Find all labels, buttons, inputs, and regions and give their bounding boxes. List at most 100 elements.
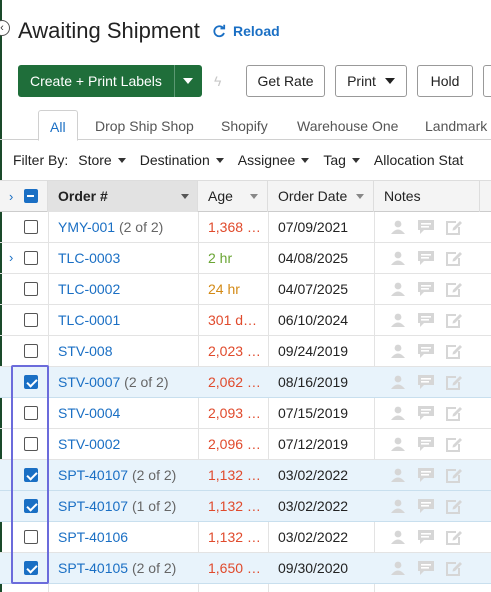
order-number-cell[interactable]: SPT-40106 (58, 522, 194, 552)
comment-icon[interactable] (417, 405, 435, 421)
comment-icon[interactable] (417, 560, 435, 576)
edit-note-icon[interactable] (445, 374, 463, 390)
column-notes[interactable]: Notes (374, 181, 480, 212)
expand-all-icon[interactable]: › (9, 189, 14, 204)
comment-icon[interactable] (417, 467, 435, 483)
order-number-cell[interactable]: TLC-0002 (58, 274, 194, 304)
row-checkbox[interactable] (24, 437, 38, 451)
edit-note-icon[interactable] (445, 529, 463, 545)
row-checkbox[interactable] (24, 282, 38, 296)
reload-button[interactable]: Reload (212, 23, 280, 39)
order-number-link[interactable]: STV-0002 (58, 436, 121, 452)
more-actions-button[interactable] (483, 65, 491, 97)
order-number-cell[interactable]: STV-008 (58, 336, 194, 366)
column-order-number[interactable]: Order # (48, 181, 198, 212)
comment-icon[interactable] (417, 529, 435, 545)
row-checkbox[interactable] (24, 313, 38, 327)
column-age[interactable]: Age (198, 181, 268, 212)
person-note-icon[interactable] (389, 467, 407, 483)
comment-icon[interactable] (417, 498, 435, 514)
column-order-date[interactable]: Order Date (268, 181, 374, 212)
order-number-link[interactable]: TLC-0001 (58, 312, 121, 328)
filter-assignee[interactable]: Assignee (238, 152, 310, 168)
table-row[interactable]: STV-008 2,023 … 09/24/2019 (0, 336, 491, 367)
filter-destination[interactable]: Destination (140, 152, 224, 168)
edit-note-icon[interactable] (445, 560, 463, 576)
comment-icon[interactable] (417, 374, 435, 390)
edit-note-icon[interactable] (445, 436, 463, 452)
edit-note-icon[interactable] (445, 343, 463, 359)
table-row[interactable]: TLC-0002 24 hr 04/07/2025 (0, 274, 491, 305)
edit-note-icon[interactable] (445, 250, 463, 266)
edit-note-icon[interactable] (445, 312, 463, 328)
comment-icon[interactable] (417, 219, 435, 235)
person-note-icon[interactable] (389, 343, 407, 359)
order-number-cell[interactable]: STV-0004 (58, 398, 194, 428)
order-number-cell[interactable]: TLC-0001 (58, 305, 194, 335)
person-note-icon[interactable] (389, 498, 407, 514)
order-number-cell[interactable]: SPT-40105 (2 of 2) (58, 553, 194, 583)
create-print-labels-button[interactable]: Create + Print Labels (18, 65, 174, 97)
order-number-link[interactable]: STV-0004 (58, 405, 121, 421)
row-checkbox[interactable] (24, 530, 38, 544)
comment-icon[interactable] (417, 250, 435, 266)
person-note-icon[interactable] (389, 560, 407, 576)
order-number-link[interactable]: SPT-40107 (58, 498, 129, 514)
row-checkbox[interactable] (24, 251, 38, 265)
comment-icon[interactable] (417, 436, 435, 452)
person-note-icon[interactable] (389, 219, 407, 235)
row-checkbox[interactable] (24, 375, 38, 389)
edit-note-icon[interactable] (445, 467, 463, 483)
person-note-icon[interactable] (389, 405, 407, 421)
order-number-link[interactable]: SPT-40106 (58, 529, 129, 545)
table-row[interactable]: SPT-40106 1,132 … 03/02/2022 (0, 522, 491, 553)
filter-store[interactable]: Store (78, 152, 126, 168)
order-number-cell[interactable]: YMY-001 (2 of 2) (58, 212, 194, 242)
row-checkbox[interactable] (24, 344, 38, 358)
person-note-icon[interactable] (389, 281, 407, 297)
tab-warehouse-one[interactable]: Warehouse One (297, 118, 399, 134)
person-note-icon[interactable] (389, 374, 407, 390)
comment-icon[interactable] (417, 312, 435, 328)
tab-all[interactable]: All (38, 110, 78, 141)
create-labels-dropdown-button[interactable] (173, 65, 202, 97)
print-button[interactable]: Print (335, 65, 407, 97)
table-row[interactable]: STV-0002 2,096 … 07/12/2019 (0, 429, 491, 460)
person-note-icon[interactable] (389, 250, 407, 266)
table-row[interactable]: SPT-40107 (2 of 2) 1,132 … 03/02/2022 (0, 460, 491, 491)
edit-note-icon[interactable] (445, 281, 463, 297)
filter-allocation-status[interactable]: Allocation Stat (374, 152, 464, 168)
table-row[interactable]: › TLC-0003 2 hr 04/08/2025 (0, 243, 491, 274)
order-number-link[interactable]: SPT-40107 (58, 467, 129, 483)
order-number-link[interactable]: YMY-001 (58, 219, 116, 235)
select-all-checkbox[interactable] (24, 189, 38, 203)
table-row[interactable]: STV-0007 (2 of 2) 2,062 … 08/16/2019 (0, 367, 491, 398)
row-checkbox[interactable] (24, 561, 38, 575)
edit-note-icon[interactable] (445, 405, 463, 421)
person-note-icon[interactable] (389, 312, 407, 328)
filter-tag[interactable]: Tag (323, 152, 360, 168)
order-number-link[interactable]: TLC-0002 (58, 281, 121, 297)
person-note-icon[interactable] (389, 529, 407, 545)
tab-drop-ship-shop[interactable]: Drop Ship Shop (95, 118, 194, 134)
row-checkbox[interactable] (24, 499, 38, 513)
order-number-link[interactable]: STV-0007 (58, 374, 121, 390)
order-number-link[interactable]: STV-008 (58, 343, 113, 359)
hold-button[interactable]: Hold (417, 65, 473, 97)
edit-note-icon[interactable] (445, 219, 463, 235)
row-checkbox[interactable] (24, 406, 38, 420)
table-row[interactable]: TLC-0001 301 d… 06/10/2024 (0, 305, 491, 336)
comment-icon[interactable] (417, 281, 435, 297)
edit-note-icon[interactable] (445, 498, 463, 514)
tab-shopify[interactable]: Shopify (221, 118, 268, 134)
tab-landmark[interactable]: Landmark (425, 118, 488, 134)
table-row[interactable]: SPT-40107 (1 of 2) 1,132 … 03/02/2022 (0, 491, 491, 522)
row-checkbox[interactable] (24, 220, 38, 234)
order-number-link[interactable]: TLC-0003 (58, 250, 121, 266)
table-row[interactable]: STV-0004 2,093 … 07/15/2019 (0, 398, 491, 429)
expand-row-icon[interactable]: › (9, 250, 14, 265)
order-number-cell[interactable]: STV-0002 (58, 429, 194, 459)
person-note-icon[interactable] (389, 436, 407, 452)
order-number-cell[interactable]: SPT-40107 (2 of 2) (58, 460, 194, 490)
collapse-sidebar-button[interactable]: ‹ (0, 20, 10, 36)
